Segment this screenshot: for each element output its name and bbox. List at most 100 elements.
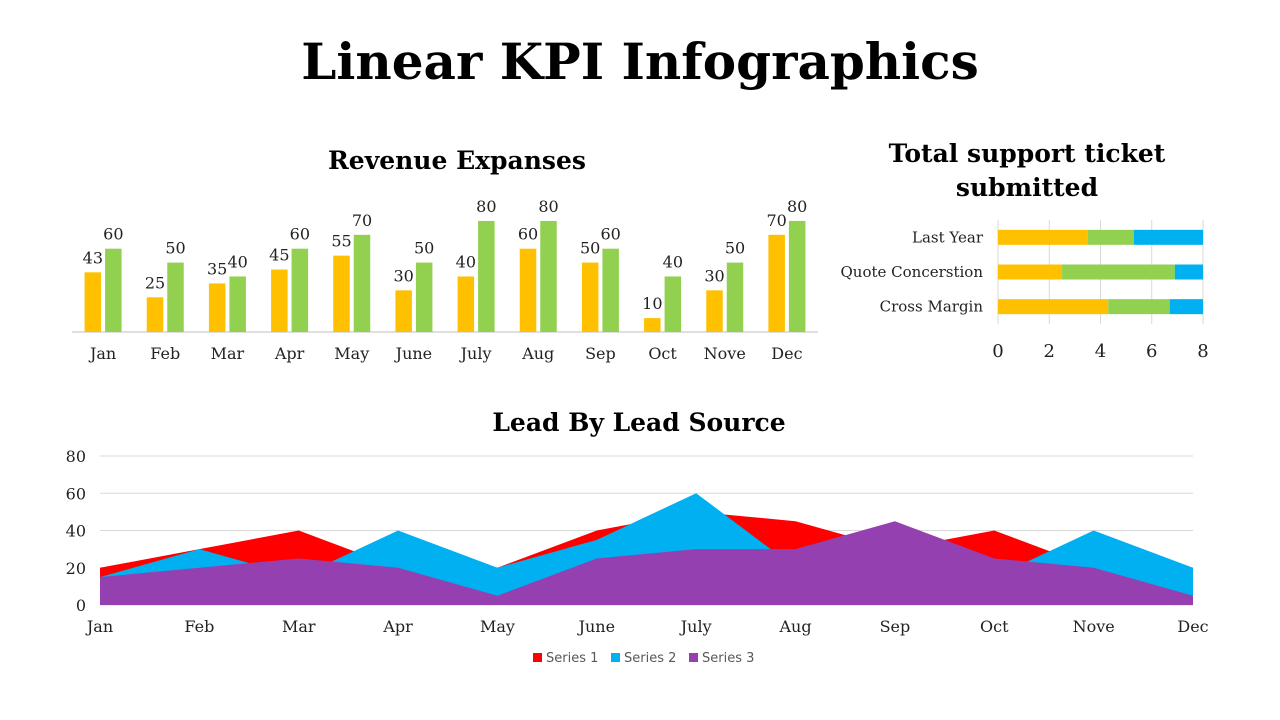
ticket-chart-title-line-2: submitted	[956, 173, 1098, 202]
revenue-bar-oct-s2	[664, 276, 682, 332]
revenue-bar-mar-s2	[229, 276, 246, 332]
revenue-tick-label: Dec	[771, 344, 802, 363]
lead-legend-swatch-1	[533, 653, 542, 662]
revenue-tick-label: Jan	[88, 344, 116, 363]
lead-x-tick-label: Sep	[880, 617, 911, 636]
revenue-bar-aug-s2	[540, 220, 557, 332]
ticket-bar-3-s3	[1169, 299, 1203, 315]
ticket-bar-1-s1	[998, 229, 1088, 245]
lead-y-tick-label: 20	[66, 559, 86, 578]
revenue-data-label: 50	[580, 239, 600, 258]
revenue-bar-dec-s2	[788, 220, 806, 332]
revenue-bar-feb-s2	[167, 262, 184, 332]
lead-x-tick-label: July	[679, 617, 712, 636]
revenue-data-label: 80	[538, 197, 558, 216]
revenue-data-label: 50	[165, 239, 185, 258]
lead-x-tick-label: May	[480, 617, 515, 636]
revenue-tick-label: Mar	[211, 344, 245, 363]
revenue-data-label: 70	[766, 211, 786, 230]
revenue-bar-apr-s1	[271, 269, 288, 332]
ticket-category-label: Quote Concerstion	[841, 263, 984, 281]
lead-x-tick-label: Mar	[282, 617, 316, 636]
revenue-data-label: 50	[414, 239, 434, 258]
revenue-bar-aug-s1	[519, 248, 537, 332]
revenue-tick-label: Nove	[704, 344, 746, 363]
ticket-chart-title-line-1: Total support ticket	[889, 139, 1166, 168]
ticket-tick-label: 4	[1095, 341, 1106, 362]
revenue-tick-label: Feb	[150, 344, 180, 363]
revenue-bar-jan-s1	[84, 272, 102, 332]
revenue-bar-may-s1	[333, 255, 350, 332]
revenue-tick-label: Oct	[648, 344, 677, 363]
revenue-data-label: 25	[145, 273, 165, 292]
lead-y-tick-label: 40	[66, 522, 86, 541]
revenue-bar-apr-s2	[291, 248, 309, 332]
revenue-data-label: 80	[476, 197, 496, 216]
revenue-bar-dec-s1	[768, 234, 785, 332]
revenue-data-label: 55	[331, 232, 351, 251]
revenue-tick-label: Apr	[274, 344, 305, 363]
ticket-bar-1-s3	[1133, 229, 1203, 245]
revenue-data-label: 60	[518, 225, 538, 244]
ticket-bar-2-s2	[1062, 264, 1175, 280]
revenue-bar-july-s1	[457, 276, 475, 332]
ticket-tick-label: 6	[1146, 341, 1157, 362]
revenue-bar-july-s2	[478, 220, 495, 332]
ticket-tick-label: 2	[1044, 341, 1055, 362]
revenue-data-label: 50	[725, 239, 745, 258]
revenue-data-label: 60	[103, 225, 123, 244]
ticket-bar-2-s3	[1174, 264, 1203, 280]
lead-x-tick-label: Dec	[1177, 617, 1208, 636]
lead-legend-label: Series 3	[702, 651, 754, 666]
revenue-bar-sep-s2	[602, 248, 619, 332]
lead-x-tick-label: June	[577, 617, 616, 636]
ticket-category-label: Last Year	[912, 228, 984, 246]
revenue-data-label: 60	[600, 225, 620, 244]
page-title: Linear KPI Infographics	[301, 32, 979, 91]
revenue-data-label: 40	[663, 252, 683, 271]
lead-y-tick-label: 0	[76, 596, 86, 615]
revenue-tick-label: June	[394, 344, 433, 363]
revenue-data-label: 43	[83, 248, 103, 267]
lead-y-tick-label: 60	[66, 484, 86, 503]
lead-area-series-3	[100, 521, 1193, 605]
revenue-bar-oct-s1	[644, 318, 661, 332]
ticket-bar-1-s2	[1087, 229, 1134, 245]
ticket-bar-3-s1	[998, 299, 1109, 315]
ticket-tick-label: 0	[992, 341, 1003, 362]
lead-y-tick-label: 80	[66, 447, 86, 466]
revenue-data-label: 80	[787, 197, 807, 216]
lead-legend-swatch-2	[611, 653, 620, 662]
revenue-bar-june-s2	[415, 262, 433, 332]
revenue-tick-label: Aug	[521, 344, 554, 363]
lead-x-tick-label: Jan	[85, 617, 113, 636]
revenue-bar-june-s1	[395, 290, 412, 332]
revenue-data-label: 40	[456, 252, 476, 271]
revenue-data-label: 70	[352, 211, 372, 230]
ticket-category-label: Cross Margin	[880, 298, 984, 316]
lead-x-tick-label: Apr	[382, 617, 413, 636]
revenue-tick-label: Sep	[585, 344, 616, 363]
revenue-bar-nove-s1	[706, 290, 723, 332]
revenue-data-label: 30	[704, 266, 724, 285]
revenue-data-label: 45	[269, 246, 289, 265]
lead-legend-label: Series 2	[624, 651, 676, 666]
revenue-data-label: 10	[642, 294, 662, 313]
revenue-bar-mar-s1	[208, 283, 226, 332]
revenue-bar-may-s2	[353, 234, 371, 332]
lead-legend-label: Series 1	[546, 651, 598, 666]
revenue-bar-nove-s2	[726, 262, 744, 332]
lead-x-tick-label: Oct	[980, 617, 1009, 636]
lead-x-tick-label: Aug	[778, 617, 811, 636]
ticket-bar-2-s1	[998, 264, 1063, 280]
revenue-tick-label: July	[459, 344, 492, 363]
ticket-bar-3-s2	[1108, 299, 1170, 315]
revenue-tick-label: May	[334, 344, 369, 363]
lead-legend-swatch-3	[689, 653, 698, 662]
revenue-data-label: 40	[227, 252, 247, 271]
revenue-data-label: 60	[290, 225, 310, 244]
lead-x-tick-label: Nove	[1073, 617, 1115, 636]
